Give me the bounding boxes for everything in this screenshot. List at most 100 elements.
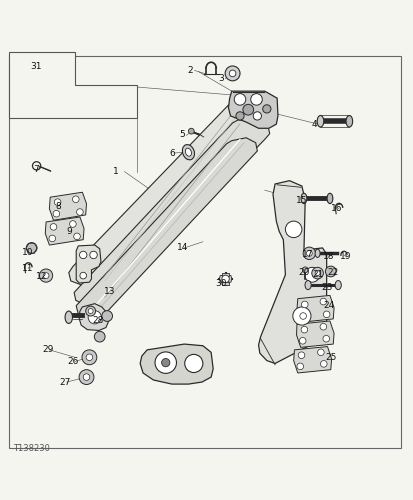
Ellipse shape bbox=[65, 311, 72, 324]
Text: 7: 7 bbox=[33, 165, 38, 174]
Ellipse shape bbox=[326, 194, 332, 203]
Polygon shape bbox=[228, 91, 277, 128]
Circle shape bbox=[74, 233, 80, 239]
Text: 23: 23 bbox=[320, 282, 332, 292]
Polygon shape bbox=[293, 346, 331, 373]
Ellipse shape bbox=[300, 194, 306, 203]
Polygon shape bbox=[222, 282, 228, 285]
Circle shape bbox=[225, 66, 240, 81]
Circle shape bbox=[304, 268, 319, 282]
Ellipse shape bbox=[182, 144, 194, 160]
Text: 6: 6 bbox=[169, 148, 174, 158]
Circle shape bbox=[94, 332, 105, 342]
Polygon shape bbox=[69, 96, 272, 287]
Circle shape bbox=[229, 70, 235, 76]
Circle shape bbox=[154, 352, 176, 374]
Circle shape bbox=[69, 220, 76, 228]
Text: T138230: T138230 bbox=[13, 444, 50, 454]
Text: 20: 20 bbox=[297, 268, 309, 277]
Text: 9: 9 bbox=[66, 227, 71, 236]
Text: 4: 4 bbox=[311, 120, 316, 128]
Circle shape bbox=[317, 349, 323, 356]
Text: 26: 26 bbox=[67, 357, 78, 366]
Circle shape bbox=[311, 268, 323, 279]
Circle shape bbox=[300, 326, 307, 333]
Polygon shape bbox=[74, 119, 269, 307]
Circle shape bbox=[49, 235, 55, 242]
Circle shape bbox=[53, 210, 59, 217]
Circle shape bbox=[299, 338, 305, 344]
Circle shape bbox=[301, 301, 307, 308]
Circle shape bbox=[54, 199, 61, 205]
Text: 11: 11 bbox=[22, 264, 33, 273]
Text: 21: 21 bbox=[312, 270, 323, 280]
Circle shape bbox=[242, 104, 253, 115]
Circle shape bbox=[235, 112, 244, 120]
Polygon shape bbox=[258, 180, 326, 364]
Circle shape bbox=[297, 352, 304, 358]
Text: 19: 19 bbox=[339, 252, 350, 260]
Text: 30: 30 bbox=[215, 278, 227, 287]
Text: 17: 17 bbox=[301, 250, 313, 258]
Circle shape bbox=[83, 374, 90, 380]
Circle shape bbox=[86, 354, 93, 360]
Text: 24: 24 bbox=[322, 301, 334, 310]
Text: 29: 29 bbox=[43, 344, 54, 354]
Text: 22: 22 bbox=[326, 268, 338, 277]
Circle shape bbox=[79, 370, 94, 384]
Polygon shape bbox=[219, 276, 231, 282]
Circle shape bbox=[314, 270, 319, 276]
Polygon shape bbox=[79, 304, 109, 330]
Circle shape bbox=[76, 208, 83, 216]
Text: 18: 18 bbox=[322, 252, 334, 260]
Text: 14: 14 bbox=[176, 244, 188, 252]
Circle shape bbox=[323, 311, 329, 318]
Text: 3: 3 bbox=[218, 74, 224, 84]
Text: 15: 15 bbox=[295, 196, 307, 205]
Circle shape bbox=[306, 250, 311, 256]
Circle shape bbox=[50, 224, 57, 230]
Circle shape bbox=[253, 112, 261, 120]
Polygon shape bbox=[222, 272, 228, 276]
Circle shape bbox=[43, 272, 49, 278]
Text: 28: 28 bbox=[92, 316, 103, 324]
Text: 31: 31 bbox=[30, 62, 41, 71]
Text: 8: 8 bbox=[55, 202, 61, 211]
Text: 1: 1 bbox=[113, 167, 119, 176]
Text: 2: 2 bbox=[187, 66, 193, 75]
Ellipse shape bbox=[314, 249, 319, 258]
Polygon shape bbox=[45, 217, 84, 245]
Text: 16: 16 bbox=[330, 204, 342, 213]
Circle shape bbox=[301, 267, 307, 272]
Circle shape bbox=[26, 242, 37, 254]
Ellipse shape bbox=[304, 280, 311, 289]
Circle shape bbox=[82, 350, 97, 364]
Circle shape bbox=[39, 269, 52, 282]
Circle shape bbox=[320, 360, 326, 367]
Circle shape bbox=[161, 358, 169, 367]
Circle shape bbox=[319, 324, 326, 330]
Polygon shape bbox=[296, 321, 333, 347]
Ellipse shape bbox=[316, 116, 323, 127]
Circle shape bbox=[184, 354, 202, 372]
Text: 12: 12 bbox=[36, 272, 47, 281]
Text: 25: 25 bbox=[324, 353, 336, 362]
Polygon shape bbox=[296, 296, 333, 322]
Ellipse shape bbox=[334, 280, 340, 289]
Circle shape bbox=[322, 336, 329, 342]
Circle shape bbox=[319, 298, 326, 305]
Circle shape bbox=[296, 363, 303, 370]
Text: 10: 10 bbox=[22, 248, 33, 256]
Circle shape bbox=[250, 94, 262, 105]
Ellipse shape bbox=[185, 148, 191, 156]
Polygon shape bbox=[76, 138, 257, 320]
Polygon shape bbox=[140, 344, 213, 384]
Circle shape bbox=[79, 251, 87, 258]
Circle shape bbox=[302, 247, 315, 260]
Circle shape bbox=[188, 128, 194, 134]
Circle shape bbox=[292, 307, 310, 325]
Text: 13: 13 bbox=[104, 287, 116, 296]
Polygon shape bbox=[9, 52, 137, 118]
Circle shape bbox=[85, 306, 95, 316]
Circle shape bbox=[325, 266, 335, 277]
